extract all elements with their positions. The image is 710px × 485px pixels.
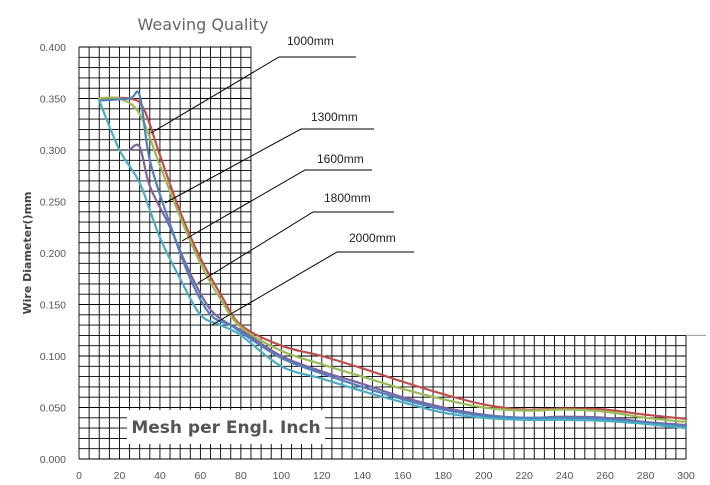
series-line-2 bbox=[98, 96, 688, 424]
y-tick-label: 0.350 bbox=[40, 94, 66, 106]
annotation-leaders bbox=[150, 56, 414, 326]
y-tick-label: 0.300 bbox=[40, 145, 66, 157]
series-line-4 bbox=[98, 90, 688, 428]
y-tick-label: 0.150 bbox=[40, 300, 66, 312]
x-tick-label: 160 bbox=[394, 470, 412, 482]
y-tick-label: 0.250 bbox=[40, 197, 66, 209]
x-tick-label: 200 bbox=[475, 470, 493, 482]
y-tick-label: 0.400 bbox=[40, 42, 66, 54]
x-tick-label: 60 bbox=[195, 470, 207, 482]
x-tick-label: 20 bbox=[114, 470, 126, 482]
x-tick-label: 300 bbox=[677, 470, 695, 482]
x-tick-label: 40 bbox=[154, 470, 166, 482]
annotation-leader-4 bbox=[197, 211, 394, 284]
annotation-leader-3 bbox=[181, 169, 372, 242]
x-tick-label: 140 bbox=[354, 470, 372, 482]
x-tick-label: 0 bbox=[76, 470, 82, 482]
x-axis-label: Mesh per Engl. Inch bbox=[131, 418, 320, 438]
x-tick-label: 240 bbox=[556, 470, 574, 482]
chart-title: Weaving Quality bbox=[138, 15, 269, 34]
x-tick-label: 260 bbox=[596, 470, 614, 482]
x-tick-label: 220 bbox=[515, 470, 533, 482]
y-tick-label: 0.050 bbox=[40, 403, 66, 415]
x-tick-label: 280 bbox=[637, 470, 655, 482]
y-tick-label: 0.100 bbox=[40, 351, 66, 363]
x-axis-title-box bbox=[127, 410, 325, 444]
annotation-2000mm: 2000mm bbox=[349, 231, 396, 245]
y-axis-label: Wire Diameter()mm bbox=[21, 192, 34, 315]
y-axis-ticks: 0.000 0.050 0.100 0.150 0.200 0.250 0.300 0.350… bbox=[40, 42, 66, 466]
x-axis-ticks: 0 20 40 60 80 100 120 140 160 180 200 220 240 260 280 3… bbox=[76, 470, 695, 482]
y-tick-label: 0.000 bbox=[40, 454, 66, 466]
annotation-1600mm: 1600mm bbox=[317, 152, 364, 166]
annotation-leader-2 bbox=[164, 128, 374, 204]
annotation-1800mm: 1800mm bbox=[324, 191, 371, 205]
annotation-leader-5 bbox=[211, 251, 414, 326]
series-layer bbox=[98, 90, 688, 430]
x-tick-label: 100 bbox=[273, 470, 291, 482]
x-tick-label: 80 bbox=[235, 470, 247, 482]
annotation-leader-1 bbox=[150, 56, 356, 134]
x-tick-label: 120 bbox=[313, 470, 331, 482]
y-tick-label: 0.200 bbox=[40, 248, 66, 260]
annotation-1300mm: 1300mm bbox=[311, 110, 358, 124]
series-line-5 bbox=[98, 99, 688, 430]
annotation-1000mm: 1000mm bbox=[287, 34, 334, 48]
x-tick-label: 180 bbox=[434, 470, 452, 482]
